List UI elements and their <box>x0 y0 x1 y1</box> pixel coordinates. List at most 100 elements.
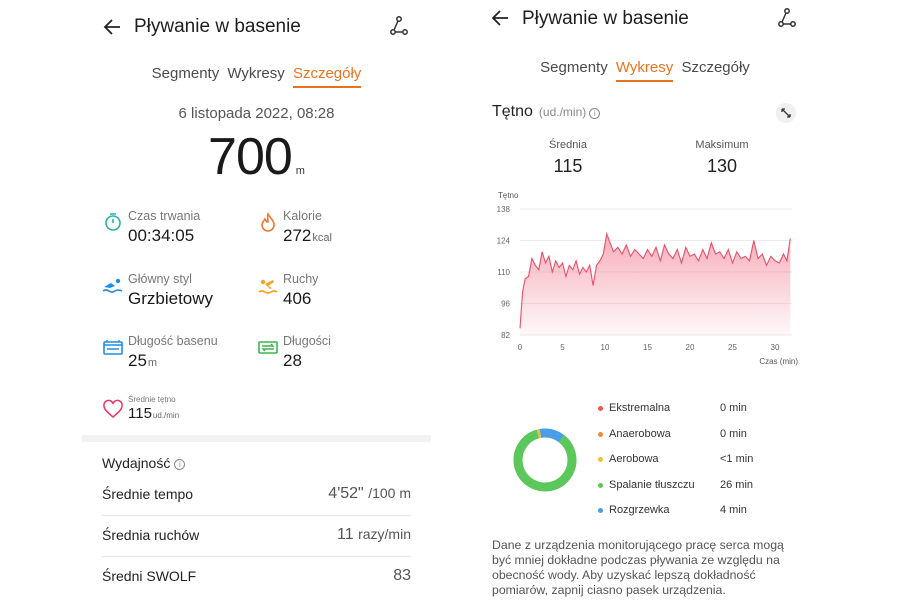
app-bar: Pływanie w basenie <box>480 0 810 40</box>
pool-length-icon <box>103 340 123 355</box>
hr-zone-row: Spalanie tłuszczu 26 min <box>598 479 768 495</box>
zone-duration: 26 min <box>720 478 754 491</box>
zone-duration: 0 min <box>720 427 747 440</box>
zone-color-dot <box>598 457 603 462</box>
app-bar: Pływanie w basenie <box>82 4 431 44</box>
tab-charts[interactable]: Wykresy <box>227 65 285 82</box>
distance-value: 700 <box>208 128 293 186</box>
tab-details[interactable]: Szczegóły <box>292 65 362 88</box>
stat-value: Grzbietowy <box>128 289 214 308</box>
tab-charts[interactable]: Wykresy <box>615 59 674 82</box>
info-icon[interactable]: i <box>589 108 601 119</box>
x-tick-label: 30 <box>771 343 780 352</box>
details-screen: Pływanie w basenie Segmenty Wykresy Szcz… <box>82 0 431 600</box>
hr-zone-row: Ekstremalna 0 min <box>598 402 768 418</box>
zone-label: Aerobowa <box>609 453 659 465</box>
stat-label: Kalorie <box>283 209 322 223</box>
distance-unit: m <box>295 165 305 177</box>
max-hr-summary: Maksimum 130 <box>662 139 782 177</box>
stat-value: 272kcal <box>283 226 332 245</box>
heart-icon <box>103 399 123 419</box>
zone-duration: 4 min <box>720 504 747 516</box>
zone-color-dot <box>598 431 603 437</box>
zone-duration: 0 min <box>720 402 747 414</box>
row-label: Średni SWOLF <box>102 568 197 584</box>
tab-details[interactable]: Szczegóły <box>681 59 750 76</box>
donut-segment <box>513 428 577 492</box>
zone-duration: <1 min <box>720 453 754 465</box>
stat-value: 25m <box>128 351 158 370</box>
stroke-swimmer-icon <box>258 279 278 294</box>
performance-row: Średnie tempo 4'52" /100 m <box>102 475 411 516</box>
y-tick-label: 110 <box>497 268 510 277</box>
stat-value: 00:34:05 <box>128 226 195 245</box>
heart-rate-heading: Tętno (ud./min) i <box>492 103 601 121</box>
page-title: Pływanie w basenie <box>522 8 689 29</box>
tab-segments[interactable]: Segmenty <box>151 65 220 82</box>
tab-bar: Segmenty Wykresy Szczegóły <box>82 65 431 88</box>
x-tick-label: 25 <box>728 343 737 352</box>
back-arrow-icon[interactable] <box>490 7 512 29</box>
donut-segment <box>513 428 577 492</box>
laps-icon <box>258 341 278 354</box>
charts-screen: Pływanie w basenie Segmenty Wykresy Szcz… <box>480 0 810 600</box>
x-axis-label: Czas (min) <box>759 357 798 366</box>
tab-segments[interactable]: Segmenty <box>540 59 608 76</box>
heart-rate-area <box>520 233 791 335</box>
distance-total: 700 m <box>82 127 431 187</box>
zone-label: Spalanie tłuszczu <box>609 478 695 491</box>
zone-label: Anaerobowa <box>609 427 671 440</box>
stat-value: 115ud./min <box>128 405 180 422</box>
summary-label: Średnia <box>549 139 587 151</box>
performance-row: Średni SWOLF 83 <box>102 557 411 598</box>
y-tick-label: 138 <box>497 205 511 214</box>
hr-zone-row: Aerobowa <1 min <box>598 453 768 469</box>
x-tick-label: 10 <box>601 343 610 352</box>
workout-date: 6 listopada 2022, 08:28 <box>178 105 335 122</box>
summary-value: 115 <box>553 156 583 176</box>
back-arrow-icon[interactable] <box>102 16 124 38</box>
avg-hr-summary: Średnia 115 <box>508 139 628 177</box>
row-label: Średnie tempo <box>102 486 194 502</box>
performance-row: Średnia ruchów 11 razy/min <box>102 516 411 557</box>
x-tick-label: 5 <box>560 343 565 352</box>
heart-rate-line <box>519 231 791 329</box>
y-tick-label: 96 <box>501 300 510 309</box>
stopwatch-icon <box>105 213 121 231</box>
hr-zones-donut <box>513 428 577 492</box>
stat-label: Czas trwania <box>128 209 201 223</box>
row-value: 4'52" /100 m <box>328 485 411 502</box>
route-share-icon[interactable] <box>388 15 410 37</box>
row-value: 83 <box>393 567 411 584</box>
hr-zone-row: Rozgrzewka 4 min <box>598 504 768 520</box>
flame-icon <box>261 212 275 232</box>
swimmer-icon <box>102 278 123 293</box>
stat-value: 406 <box>283 289 312 308</box>
stat-value: 28 <box>283 351 302 370</box>
info-icon[interactable]: i <box>174 459 186 470</box>
zone-color-dot <box>598 508 603 513</box>
hr-zone-row: Anaerobowa 0 min <box>598 428 768 444</box>
stat-label: Średnie tętno <box>128 395 176 404</box>
y-axis-label: Tętno <box>498 191 519 200</box>
x-tick-label: 0 <box>518 343 523 352</box>
expand-icon[interactable] <box>776 103 796 123</box>
zone-color-dot <box>598 482 603 488</box>
x-tick-label: 15 <box>643 343 652 352</box>
zone-color-dot <box>598 406 603 411</box>
zone-label: Rozgrzewka <box>609 504 670 516</box>
performance-heading: Wydajność i <box>102 455 186 471</box>
tab-bar: Segmenty Wykresy Szczegóły <box>480 59 810 82</box>
page-title: Pływanie w basenie <box>134 16 301 37</box>
summary-value: 130 <box>706 156 738 176</box>
section-divider <box>82 435 431 442</box>
summary-label: Maksimum <box>695 139 749 151</box>
stat-label: Główny styl <box>128 272 192 286</box>
y-tick-label: 124 <box>497 237 511 246</box>
heart-rate-chart: Tętno 82 96 110 124 138 0 5 10 15 20 25 30 Czas (m… <box>497 191 799 366</box>
stat-label: Ruchy <box>283 272 319 286</box>
route-share-icon[interactable] <box>776 7 798 29</box>
x-tick-label: 20 <box>686 343 695 352</box>
row-value: 11 razy/min <box>337 526 411 543</box>
stat-label: Długości <box>283 334 331 348</box>
